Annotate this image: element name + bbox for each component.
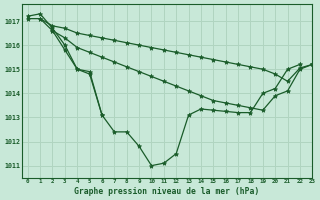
X-axis label: Graphe pression niveau de la mer (hPa): Graphe pression niveau de la mer (hPa) — [74, 187, 260, 196]
